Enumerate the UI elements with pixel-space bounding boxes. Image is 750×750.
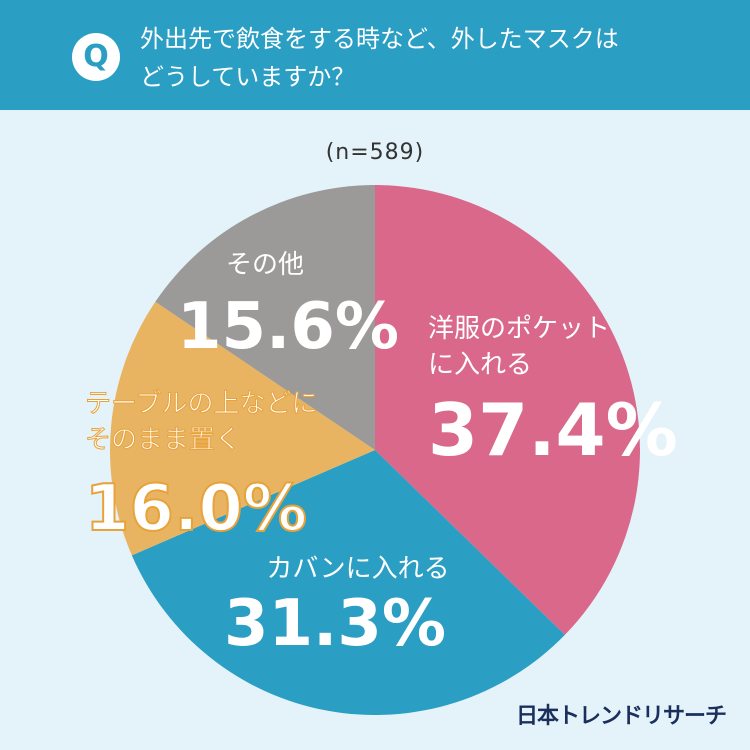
brand-logo: 日本トレンドリサーチ <box>515 704 727 729</box>
slice-name-line: 洋服のポケット <box>428 314 610 344</box>
slice-value-label: 31.3% <box>224 587 446 661</box>
slice-pocket <box>375 185 640 635</box>
slice-bag <box>131 450 565 715</box>
slice-other-label: その他 15.6% <box>177 250 399 364</box>
slice-name-line: そのまま置く <box>85 425 241 455</box>
slice-table <box>109 301 375 556</box>
sample-size: (n=589) <box>325 140 425 165</box>
slice-name-line: に入れる <box>428 350 532 380</box>
slice-value-label: 37.4% <box>428 388 678 472</box>
question-header: Q 外出先で飲食をする時など、外したマスクは どうしていますか？ <box>0 0 750 110</box>
question-line-1: 外出先で飲食をする時など、外したマスクは <box>140 25 619 53</box>
slice-value-label: 15.6% <box>177 290 399 364</box>
slice-name-line: カバンに入れる <box>266 554 449 584</box>
question-line-2: どうしていますか？ <box>140 63 356 91</box>
q-badge: Q <box>72 33 120 81</box>
slice-other <box>155 185 375 450</box>
slice-value-label: 16.0% <box>85 472 307 546</box>
slice-name-line: テーブルの上などに <box>85 389 317 419</box>
slice-name-line: その他 <box>226 250 304 280</box>
question-text: 外出先で飲食をする時など、外したマスクは どうしていますか？ <box>140 20 720 96</box>
